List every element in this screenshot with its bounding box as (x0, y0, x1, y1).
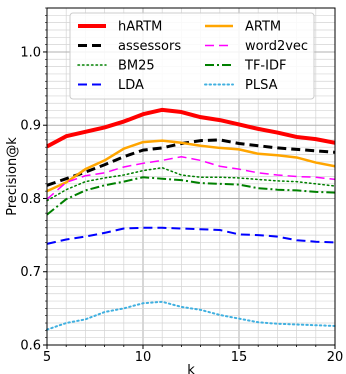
series-line-word2vec (46, 155, 336, 200)
legend-label-artm: ARTM (245, 20, 281, 35)
y-tick-label: 0.7 (20, 265, 41, 280)
series-line-hartm (46, 107, 336, 149)
y-tick-label: 1.0 (20, 45, 41, 60)
series-line-lda (46, 226, 336, 245)
legend-box (69, 12, 315, 100)
legend-label-plsa: PLSA (245, 78, 278, 93)
x-tick-label: 10 (135, 350, 152, 365)
legend-label-word2vec: word2vec (245, 39, 308, 54)
legend-label-lda: LDA (118, 78, 144, 93)
series-line-bm25 (46, 166, 336, 202)
x-axis-label: k (187, 363, 195, 374)
y-tick-label: 0.8 (20, 192, 41, 207)
series-line-tf-idf (46, 176, 336, 216)
series-line-plsa (46, 300, 336, 331)
y-tick-label: 0.9 (20, 119, 41, 134)
series-lines (46, 107, 336, 331)
legend-label-hartm: hARTM (118, 20, 162, 35)
legend-label-tf-idf: TF-IDF (244, 59, 286, 74)
x-tick-label: 15 (231, 350, 248, 365)
series-line-artm (46, 139, 336, 193)
y-tick-label: 0.6 (20, 339, 41, 354)
x-tick-label: 20 (327, 350, 344, 365)
legend: hARTM assessors BM25 LDA ARTM word2vec TF-IDF P… (69, 12, 315, 100)
x-tick-label: 5 (43, 350, 51, 365)
legend-label-assessors: assessors (118, 39, 181, 54)
series-line-assessors (46, 138, 336, 187)
legend-label-bm25: BM25 (118, 59, 155, 74)
axis-ticks: 5 10 15 20 0.6 0.7 0.8 0.9 1.0 (20, 7, 344, 365)
y-axis-label: Precision@k (5, 137, 20, 216)
